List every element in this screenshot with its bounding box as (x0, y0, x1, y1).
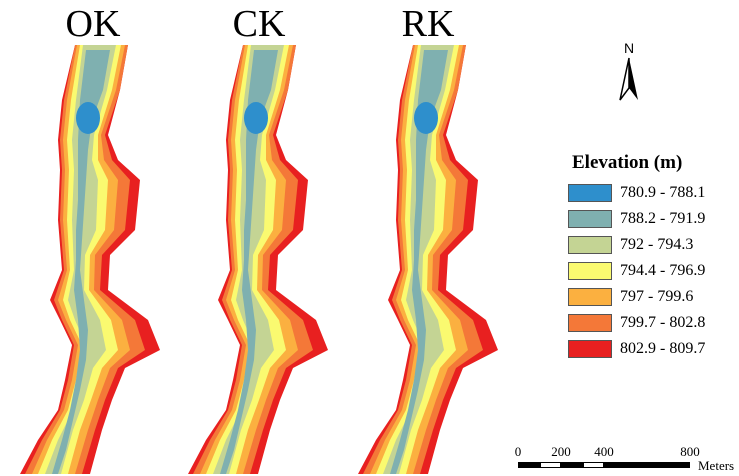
legend-swatch (568, 262, 612, 280)
legend-item: 799.7 - 802.8 (568, 310, 736, 336)
map-title-ck: CK (232, 3, 286, 45)
scale-bar: 0 200 400 800 Meters (510, 444, 739, 476)
legend-label: 792 - 794.3 (620, 236, 694, 253)
legend: Elevation (m) 780.9 - 788.1 788.2 - 791.… (568, 150, 736, 362)
scale-segment (540, 462, 561, 468)
scale-tick-label: 200 (551, 444, 571, 459)
legend-swatch (568, 184, 612, 202)
scale-segment (583, 462, 604, 468)
legend-swatch (568, 314, 612, 332)
legend-label: 788.2 - 791.9 (620, 210, 706, 227)
legend-item: 802.9 - 809.7 (568, 336, 736, 362)
legend-swatch (568, 236, 612, 254)
scale-tick-label: 0 (514, 444, 522, 459)
north-arrow-icon (619, 57, 638, 101)
legend-label: 799.7 - 802.8 (620, 314, 706, 331)
legend-swatch (568, 340, 612, 358)
legend-item: 780.9 - 788.1 (568, 180, 736, 206)
legend-label: 802.9 - 809.7 (620, 340, 706, 357)
legend-item: 792 - 794.3 (568, 232, 736, 258)
elevation-map-rk (338, 0, 538, 476)
map-title-ok: OK (65, 3, 121, 45)
legend-swatch (568, 210, 612, 228)
legend-title: Elevation (m) (572, 152, 683, 173)
scale-segment (604, 462, 690, 468)
legend-item: 794.4 - 796.9 (568, 258, 736, 284)
legend-label: 794.4 - 796.9 (620, 262, 706, 279)
north-arrow-label: N (623, 40, 635, 56)
legend-swatch (568, 288, 612, 306)
elevation-map-ok (0, 0, 200, 476)
legend-label: 780.9 - 788.1 (620, 184, 706, 201)
map-title-rk: RK (401, 3, 455, 45)
legend-label: 797 - 799.6 (620, 288, 694, 305)
scale-tick-label: 400 (594, 444, 614, 459)
scale-segment (518, 462, 540, 468)
scale-tick-label: 800 (680, 444, 700, 459)
scale-units: Meters (698, 458, 735, 473)
scale-segment (561, 462, 583, 468)
legend-item: 788.2 - 791.9 (568, 206, 736, 232)
legend-item: 797 - 799.6 (568, 284, 736, 310)
north-arrow: N (614, 40, 644, 110)
elevation-map-ck (168, 0, 368, 476)
elevation-maps (0, 0, 560, 476)
